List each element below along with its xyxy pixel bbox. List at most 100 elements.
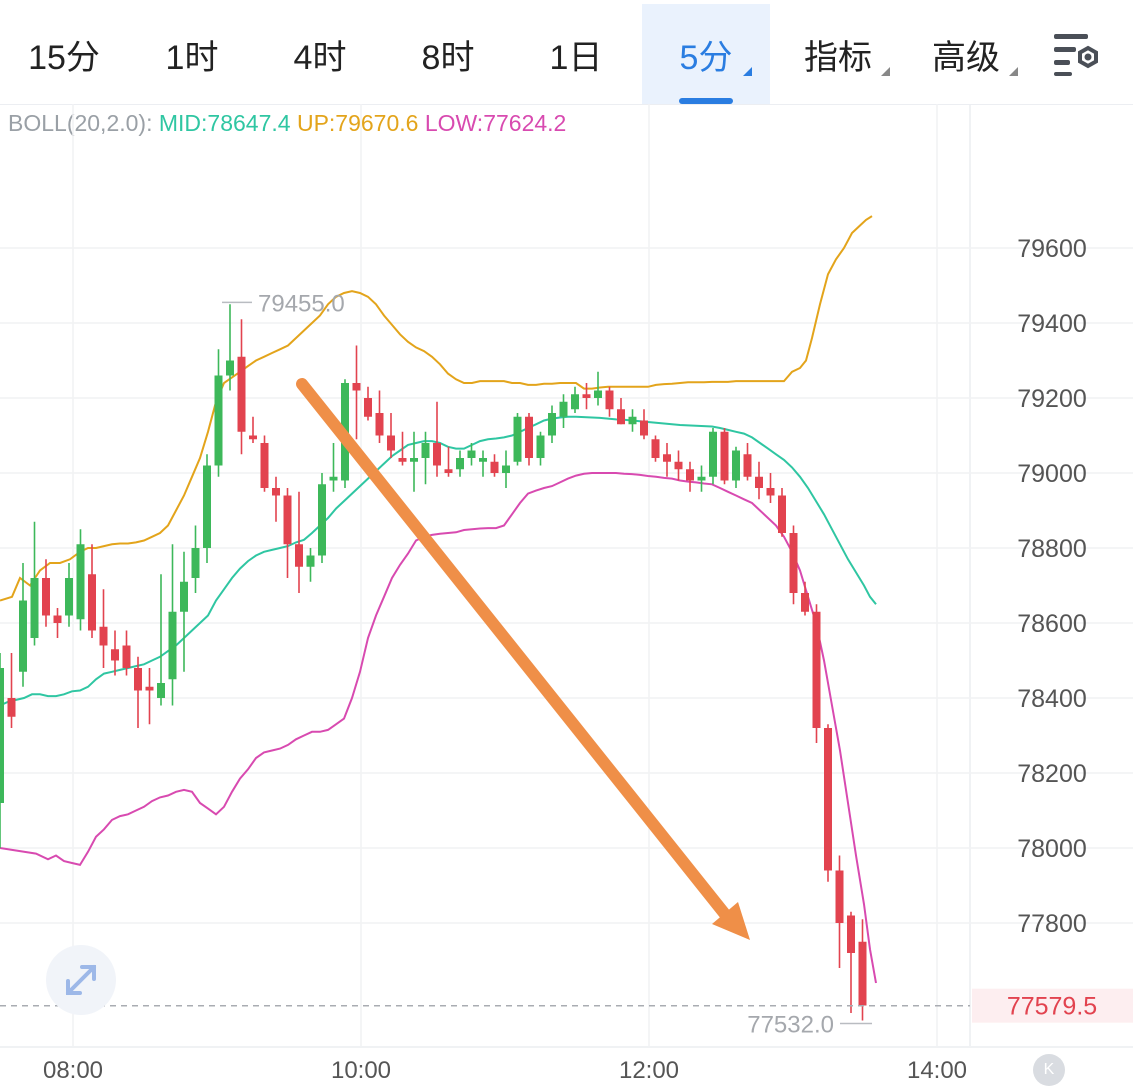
tab-4hour[interactable]: 4时 bbox=[256, 4, 384, 104]
expand-arrows-icon[interactable] bbox=[46, 945, 116, 1015]
candle-body bbox=[180, 581, 188, 612]
candle-body bbox=[835, 870, 844, 923]
boll-up-line bbox=[0, 215, 873, 602]
x-tick-label: 10:00 bbox=[331, 1057, 391, 1084]
tab-8hour[interactable]: 8时 bbox=[384, 4, 512, 104]
candle-body bbox=[709, 431, 717, 477]
candle-body bbox=[421, 443, 430, 458]
tab-label: 8时 bbox=[421, 38, 475, 77]
settings-sliders-icon[interactable] bbox=[1050, 28, 1106, 80]
candle-body bbox=[375, 413, 384, 436]
candle-body bbox=[352, 383, 361, 391]
candle-body bbox=[99, 626, 108, 646]
tab-label: 1时 bbox=[165, 38, 219, 77]
y-tick-label: 77800 bbox=[1017, 910, 1087, 938]
candle-body bbox=[525, 416, 533, 458]
candle-body bbox=[398, 458, 407, 462]
candle-body bbox=[571, 394, 579, 410]
candle-body bbox=[53, 615, 62, 623]
candle-body bbox=[168, 611, 177, 680]
chart-overlay: 79455.0 77532.0 77579.5 bbox=[0, 290, 1133, 1039]
candle-body bbox=[433, 443, 441, 466]
candle-body bbox=[88, 574, 96, 631]
x-tick-label: 14:00 bbox=[907, 1057, 967, 1084]
candle-body bbox=[65, 578, 73, 616]
boll-low-value: LOW:77624.2 bbox=[424, 110, 567, 136]
candle-body bbox=[157, 683, 165, 698]
candle-body bbox=[387, 435, 395, 451]
dropdown-triangle-icon bbox=[1009, 67, 1018, 76]
candle-body bbox=[812, 611, 821, 728]
candle-body bbox=[755, 476, 763, 488]
y-tick-label: 78200 bbox=[1017, 760, 1087, 788]
candle-body bbox=[42, 578, 50, 616]
boll-up-value: UP:79670.6 bbox=[296, 110, 419, 136]
candle-body bbox=[295, 544, 303, 567]
candle-body bbox=[444, 469, 453, 473]
y-tick-label: 79400 bbox=[1017, 310, 1087, 338]
dropdown-triangle-icon bbox=[881, 67, 890, 76]
tab-label: 高级 bbox=[932, 38, 1000, 77]
candle-body bbox=[743, 454, 752, 477]
tab-label: 5分 bbox=[679, 38, 733, 77]
candle-body bbox=[191, 548, 200, 578]
y-tick-label: 79000 bbox=[1017, 460, 1087, 488]
kline-icon[interactable]: K bbox=[1033, 1054, 1065, 1086]
candle-body bbox=[306, 555, 315, 567]
candle-body bbox=[789, 533, 798, 593]
tab-label: 指标 bbox=[804, 38, 872, 77]
candle-body bbox=[640, 420, 648, 436]
candle-body bbox=[410, 458, 418, 462]
dropdown-triangle-icon bbox=[743, 67, 752, 76]
candle-body bbox=[778, 495, 786, 533]
tab-15min[interactable]: 15分 bbox=[0, 4, 128, 104]
candle-body bbox=[364, 398, 372, 417]
candle-body bbox=[490, 461, 499, 473]
candle-body bbox=[513, 416, 522, 462]
candle-body bbox=[617, 409, 625, 425]
candle-body bbox=[594, 390, 602, 398]
candle-body bbox=[766, 488, 775, 496]
chart-grid bbox=[0, 104, 1133, 1048]
candle-body bbox=[479, 458, 487, 462]
candle-body bbox=[467, 450, 476, 458]
tab-label: 1日 bbox=[549, 38, 603, 77]
tab-indicators[interactable]: 指标 bbox=[778, 4, 898, 104]
time-axis: 08:00 10:00 12:00 14:00 bbox=[43, 1057, 967, 1084]
candle-body bbox=[272, 488, 280, 496]
tab-5min[interactable]: 5分 bbox=[642, 4, 770, 104]
y-tick-label: 78400 bbox=[1017, 685, 1087, 713]
y-tick-label: 79200 bbox=[1017, 385, 1087, 413]
boll-legend: BOLL(20,2.0): MID:78647.4 UP:79670.6 LOW… bbox=[8, 110, 566, 137]
trend-arrow-head bbox=[712, 902, 750, 940]
boll-bands bbox=[0, 215, 877, 984]
candle-body bbox=[651, 439, 660, 458]
candle-body bbox=[824, 728, 832, 871]
candle-body bbox=[318, 484, 326, 556]
interval-tab-bar: 15分 1时 4时 8时 1日 5分 指标 高级 bbox=[0, 0, 1133, 105]
candle-body bbox=[582, 394, 591, 398]
boll-indicator-name: BOLL(20,2.0): bbox=[8, 110, 153, 136]
tab-1hour[interactable]: 1时 bbox=[128, 4, 256, 104]
tab-1day[interactable]: 1日 bbox=[512, 4, 640, 104]
tab-advanced[interactable]: 高级 bbox=[906, 4, 1026, 104]
candle-body bbox=[7, 698, 16, 717]
candle-body bbox=[605, 390, 614, 410]
candle-body bbox=[674, 461, 683, 470]
high-marker-label: 79455.0 bbox=[258, 290, 345, 317]
x-tick-label: 08:00 bbox=[43, 1057, 103, 1084]
candle-body bbox=[249, 435, 257, 440]
candle-body bbox=[732, 450, 740, 481]
candle-body bbox=[686, 469, 694, 481]
candle-body bbox=[801, 593, 809, 612]
candle-body bbox=[847, 915, 855, 953]
x-tick-label: 12:00 bbox=[619, 1057, 679, 1084]
active-tab-underline bbox=[679, 98, 733, 104]
candle-body bbox=[456, 458, 464, 470]
candlestick-chart[interactable]: 79455.0 77532.0 77579.5 79600 79400 79200 790… bbox=[0, 104, 1133, 1090]
y-tick-label: 79600 bbox=[1017, 235, 1087, 263]
candle-body bbox=[76, 544, 85, 620]
candle-body bbox=[536, 435, 545, 458]
price-axis: 79600 79400 79200 79000 78800 78600 78400 78200… bbox=[1017, 235, 1087, 938]
candle-body bbox=[260, 443, 269, 488]
